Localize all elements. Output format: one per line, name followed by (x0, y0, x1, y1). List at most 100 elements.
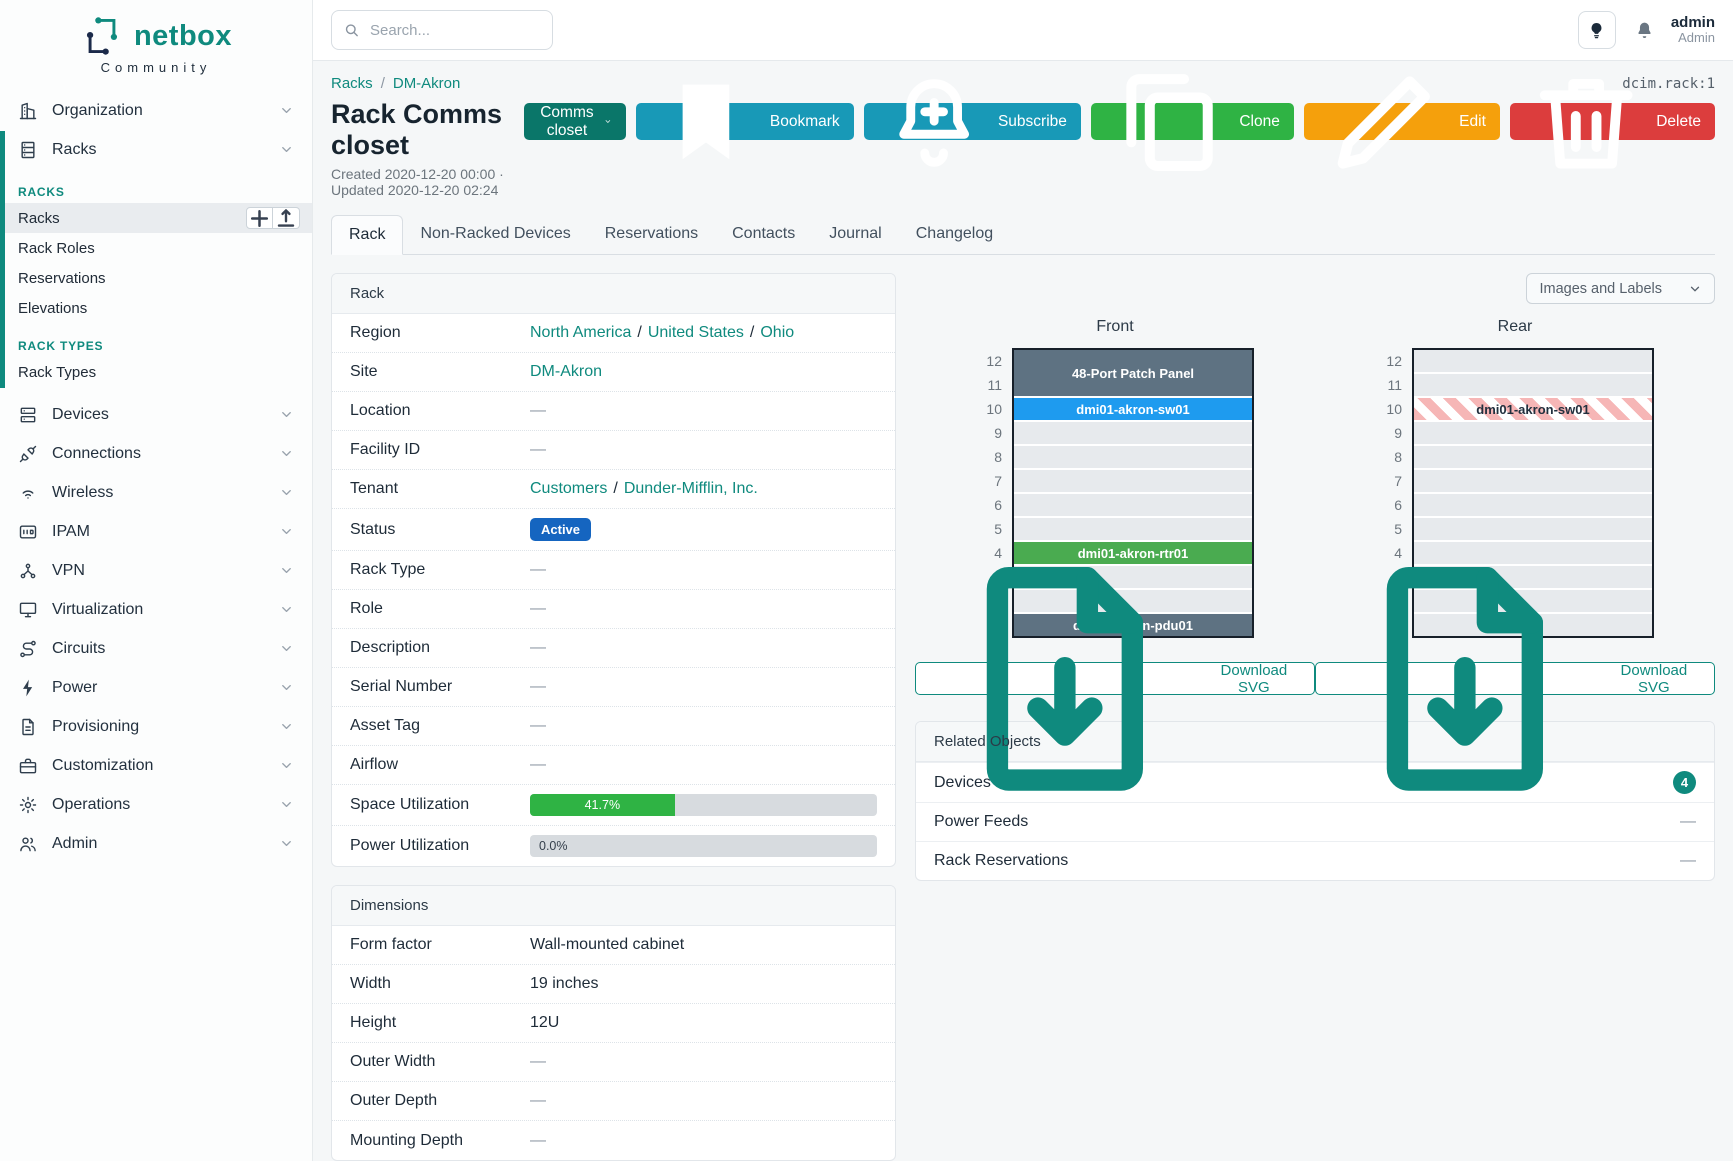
sidebar-group-operations[interactable]: Operations (0, 785, 312, 824)
comms-closet-button[interactable]: Comms closet (523, 103, 627, 140)
link-united-states[interactable]: United States (647, 324, 744, 341)
breadcrumb-link-racks[interactable]: Racks (331, 75, 373, 92)
rack-slot[interactable]: dmi01-akron-sw01 (1414, 398, 1652, 420)
sidebar-item-rack-roles[interactable]: Rack Roles (0, 233, 312, 263)
download-svg-button-rear[interactable]: Download SVG (1315, 566, 1715, 791)
rack-rear: 12 11 10 9 8 7 6 5 4 3 2 1 dmi01-akron-sw01 (1376, 348, 1654, 638)
sidebar-group-provisioning[interactable]: Provisioning (0, 707, 312, 746)
status-badge: Active (530, 518, 592, 541)
sidebar-group-label: Racks (52, 140, 97, 158)
field-value-text: — (530, 561, 546, 578)
tab-reservations[interactable]: Reservations (604, 225, 699, 242)
sidebar-group-racks[interactable]: Racks (0, 130, 312, 169)
link-dunder-mifflin-inc[interactable]: Dunder-Mifflin, Inc. (623, 480, 758, 497)
field-value-text: — (530, 717, 546, 734)
sidebar-group-vpn[interactable]: VPN (0, 551, 312, 590)
edit-button[interactable]: Edit (1303, 76, 1500, 169)
user-menu[interactable]: admin Admin (1671, 14, 1715, 46)
tab-rack[interactable]: Rack (331, 215, 404, 255)
sidebar-group-wireless[interactable]: Wireless (0, 473, 312, 512)
sidebar-group-devices[interactable]: Devices (0, 395, 312, 434)
button-label: Edit (1459, 112, 1486, 130)
bookmark-button[interactable]: Bookmark (636, 84, 854, 159)
related-link-rack-reservations[interactable]: Rack Reservations (934, 852, 1069, 869)
chevron-down-icon (604, 115, 612, 128)
sidebar-group-admin[interactable]: Admin (0, 824, 312, 863)
info-row-mounting-depth: Mounting Depth — (332, 1121, 895, 1160)
sidebar-group-label: VPN (52, 561, 85, 579)
link-dm-akron[interactable]: DM-Akron (530, 363, 603, 380)
info-row-serial-number: Serial Number — (332, 668, 895, 707)
field-label: Mounting Depth (350, 1131, 463, 1149)
subscribe-button[interactable]: Subscribe (863, 79, 1081, 168)
link-ohio[interactable]: Ohio (760, 324, 795, 341)
delete-button[interactable]: Delete (1509, 79, 1716, 169)
info-row-role: Role — (332, 590, 895, 629)
sidebar-item-label: Rack Types (18, 363, 97, 381)
utilization-bar: 0.0% (530, 835, 877, 857)
unit-number: 6 (1394, 497, 1402, 513)
field-value-text: — (530, 678, 546, 695)
sidebar-item-reservations[interactable]: Reservations (0, 263, 312, 293)
sidebar-group-circuits[interactable]: Circuits (0, 629, 312, 668)
sidebar-item-elevations[interactable]: Elevations (0, 293, 312, 323)
field-value: — (530, 678, 877, 696)
link-north-america[interactable]: North America (530, 324, 632, 341)
info-row-status: Status Active (332, 509, 895, 551)
rack-panel: Rack Region North America / United States / O… (331, 273, 896, 867)
breadcrumb-link-dm-akron[interactable]: DM-Akron (392, 75, 461, 92)
chevron-down-icon (279, 142, 294, 157)
theme-toggle-button[interactable] (1577, 11, 1616, 49)
brand[interactable]: netbox (0, 0, 312, 58)
sidebar-item-rack-types[interactable]: Rack Types (0, 357, 312, 387)
rack-slot-empty (1414, 494, 1652, 516)
images-and-labels-select[interactable]: Images and Labels (1526, 273, 1715, 304)
tab-contacts[interactable]: Contacts (732, 225, 796, 242)
rack-slot-empty (1414, 374, 1652, 396)
field-value: — (530, 1092, 877, 1110)
sidebar-group-ipam[interactable]: IPAM (0, 512, 312, 551)
main-area: admin Admin Racks / DM-Akron dcim.rack:1 R… (313, 0, 1733, 1161)
download-svg-button-front[interactable]: Download SVG (915, 566, 1315, 791)
sidebar-group-label: IPAM (52, 522, 90, 540)
rack-slot[interactable]: 48-Port Patch Panel (1014, 350, 1252, 396)
quick-import-button[interactable] (273, 207, 300, 229)
clone-button[interactable]: Clone (1090, 74, 1294, 172)
field-value-text: — (530, 1131, 546, 1149)
field-value-text: — (530, 639, 546, 656)
tab-non-racked-devices[interactable]: Non-Racked Devices (420, 225, 571, 242)
field-value-text: Wall-mounted cabinet (530, 936, 685, 953)
related-link-devices[interactable]: Devices (934, 773, 991, 791)
sidebar-group-virtualization[interactable]: Virtualization (0, 590, 312, 629)
rack-slot[interactable]: dmi01-akron-rtr01 (1014, 542, 1252, 564)
field-label: Power Utilization (350, 837, 470, 854)
sidebar-group-organization[interactable]: Organization (0, 91, 312, 130)
link-customers[interactable]: Customers (530, 480, 608, 497)
sidebar-group-power[interactable]: Power (0, 668, 312, 707)
bell-plus-icon (878, 65, 990, 177)
plus-icon (247, 206, 272, 231)
sidebar-group-connections[interactable]: Connections (0, 434, 312, 473)
quick-add-button[interactable] (246, 207, 273, 229)
sidebar-item-racks[interactable]: Racks (0, 203, 312, 233)
related-empty-value: — (1680, 813, 1696, 830)
notifications-bell-icon[interactable] (1634, 20, 1655, 41)
dimensions-panel: Dimensions Form factor Wall-mounted cabin… (331, 885, 896, 1161)
rack-slot-empty (1414, 590, 1652, 612)
tab-journal[interactable]: Journal (829, 225, 882, 242)
button-label: Comms closet (540, 103, 594, 139)
related-link-power-feeds[interactable]: Power Feeds (934, 813, 1029, 830)
sidebar-group-label: Virtualization (52, 600, 144, 618)
rack-slot-empty (1414, 350, 1652, 372)
tab-changelog[interactable]: Changelog (915, 225, 994, 242)
brand-name: netbox (133, 19, 233, 52)
search-input[interactable] (331, 10, 553, 50)
info-row-power-utilization: Power Utilization 0.0% (332, 826, 895, 866)
utilization-bar-value: 0.0% (539, 839, 568, 853)
chevron-down-icon (279, 641, 294, 656)
lightbulb-icon (1587, 21, 1606, 40)
sidebar-nav: Organization Racks RACKS Racks Rack Roles Res… (0, 91, 312, 863)
rack-slot[interactable]: dmi01-akron-sw01 (1014, 398, 1252, 420)
sidebar-group-customization[interactable]: Customization (0, 746, 312, 785)
rack-slot-empty (1014, 446, 1252, 468)
